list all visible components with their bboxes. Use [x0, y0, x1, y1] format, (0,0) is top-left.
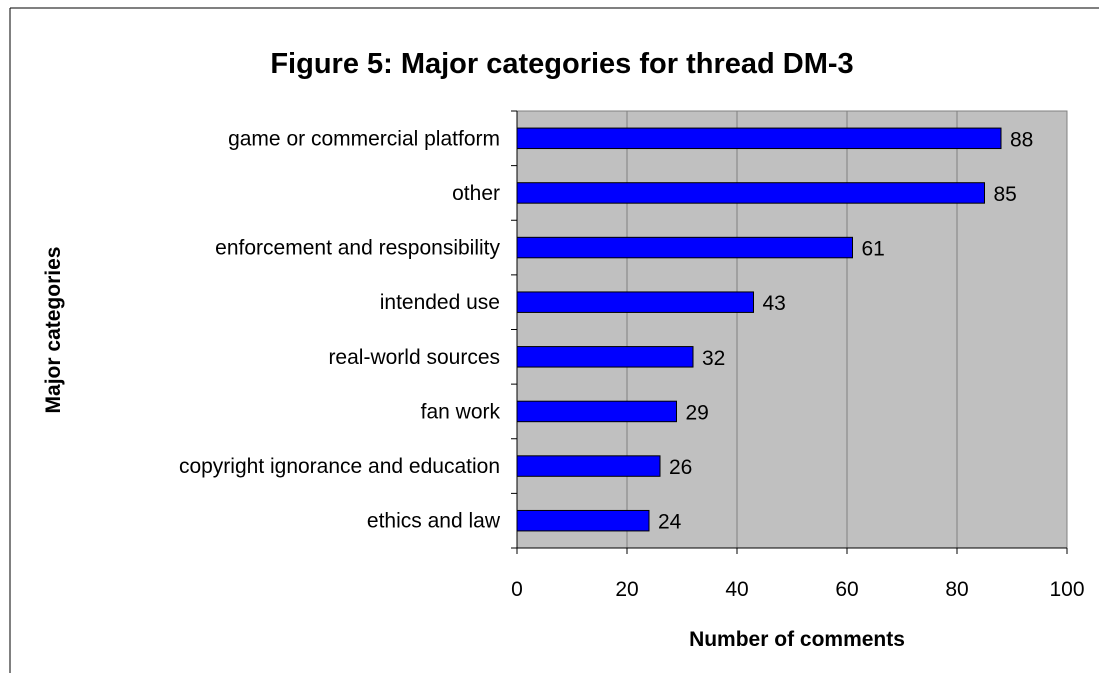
- bar: [516, 400, 677, 423]
- x-axis-label: Number of comments: [689, 628, 905, 651]
- value-label: 24: [658, 511, 682, 534]
- axes: 0 20 40 60 80 100 game or commercial platform o…: [179, 110, 1085, 601]
- bar: [516, 455, 661, 477]
- category-label: game or commercial platform: [228, 127, 500, 150]
- value-label: 61: [862, 238, 885, 261]
- value-label: 29: [686, 401, 709, 424]
- category-label: enforcement and responsibility: [215, 237, 500, 260]
- bar: [516, 509, 650, 532]
- category-label: ethics and law: [367, 510, 501, 533]
- bar: [516, 182, 985, 204]
- bar: [516, 236, 853, 259]
- x-tick-label: 0: [511, 578, 523, 601]
- value-label: 85: [994, 183, 1017, 206]
- x-tick-label: 40: [725, 578, 748, 601]
- category-label: copyright ignorance and education: [179, 455, 500, 478]
- bar: [516, 127, 1002, 150]
- x-tick-label: 60: [835, 578, 858, 601]
- category-label: fan work: [421, 400, 501, 423]
- category-label: real-world sources: [328, 346, 500, 369]
- x-tick-label: 20: [615, 578, 638, 601]
- plot-area: [516, 110, 1068, 549]
- value-label: 32: [702, 347, 725, 370]
- value-label: 43: [763, 292, 786, 315]
- y-axis-label: Major categories: [42, 247, 65, 414]
- chart-title: Figure 5: Major categories for thread DM…: [270, 48, 853, 80]
- x-tick-label: 80: [945, 578, 968, 601]
- value-label: 88: [1010, 128, 1033, 151]
- bar: [516, 346, 694, 368]
- category-label: other: [452, 182, 500, 205]
- bar: [516, 291, 754, 313]
- value-label: 26: [669, 456, 692, 479]
- x-tick-label: 100: [1049, 578, 1084, 601]
- category-label: intended use: [380, 291, 500, 314]
